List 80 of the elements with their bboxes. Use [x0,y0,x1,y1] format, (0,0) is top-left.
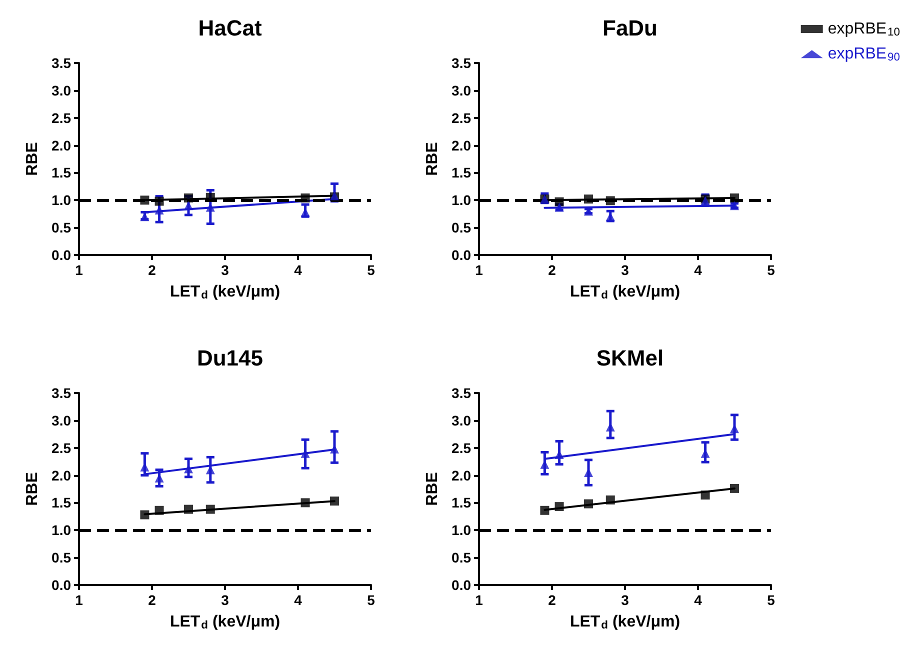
point [584,499,593,508]
y-axis-title: RBE [24,142,42,176]
y-tick-label: 0.5 [52,550,72,566]
y-tick-label: 1.5 [452,164,472,181]
point [606,196,615,206]
x-tick-label: 2 [548,592,556,608]
x-tick-label: 4 [694,592,702,608]
x-tick-label: 3 [621,262,630,278]
x-tick-label: 4 [294,592,302,608]
point [140,510,150,520]
y-tick-label: 2.0 [452,467,472,484]
y-tick-label: 3.0 [452,82,472,98]
y-tick-label: 3.5 [452,55,472,71]
point [206,504,215,514]
x-tick-label: 3 [621,592,630,608]
point [330,496,339,506]
y-tick-label: 1.5 [452,494,472,511]
y-tick-label: 1.5 [52,164,72,181]
y-tick-label: 0.0 [52,247,72,263]
chart-title: SKMel [596,346,664,370]
y-tick-label: 2.5 [452,110,472,126]
point [540,506,550,515]
point [140,196,150,205]
y-tick-label: 1.0 [52,522,72,538]
point [554,197,564,206]
point [300,498,310,508]
y-tick-label: 1.0 [452,192,472,208]
point [730,484,739,493]
x-tick-label: 2 [148,262,156,278]
chart-title: FaDu [602,16,658,40]
y-tick-label: 1.0 [452,522,472,538]
x-tick-label: 5 [767,592,776,608]
point [584,194,593,204]
point [154,206,164,215]
x-tick-label: 2 [148,592,156,608]
y-tick-label: 3.5 [52,55,72,71]
y-tick-label: 3.5 [452,385,472,401]
x-tick-label: 5 [767,262,776,278]
x-tick-label: 5 [367,592,376,608]
point [300,193,310,202]
y-axis-title: RBE [24,472,42,506]
chart-title: HaCat [198,16,262,40]
x-tick-label: 3 [221,592,230,608]
y-tick-label: 0.0 [452,247,472,263]
y-tick-label: 0.5 [452,550,472,566]
y-tick-label: 3.5 [52,385,72,401]
y-tick-label: 2.5 [52,440,72,456]
y-axis-title: RBE [424,472,442,506]
y-tick-label: 2.0 [52,137,72,154]
y-tick-label: 0.5 [52,220,72,236]
x-tick-label: 4 [694,262,702,278]
y-tick-label: 3.0 [52,412,72,428]
x-tick-label: 5 [367,262,376,278]
y-tick-label: 0.0 [452,577,472,593]
point [700,490,710,500]
y-tick-label: 2.0 [452,137,472,154]
point [184,201,193,210]
y-tick-label: 1.5 [52,494,72,511]
y-tick-label: 0.5 [452,220,472,236]
y-tick-label: 2.0 [52,467,72,484]
point [184,504,193,514]
x-tick-label: 4 [294,262,302,278]
y-tick-label: 1.0 [52,192,72,208]
point [554,502,564,512]
y-tick-label: 2.5 [52,110,72,126]
chart-title: Du145 [196,346,264,370]
y-tick-label: 3.0 [52,82,72,98]
y-axis-title: RBE [424,142,442,176]
x-tick-label: 1 [75,262,84,278]
y-tick-label: 0.0 [52,577,72,593]
x-tick-label: 1 [475,592,484,608]
y-tick-label: 3.0 [452,412,472,428]
x-tick-label: 1 [475,262,484,278]
x-tick-label: 3 [221,262,230,278]
point [606,495,615,504]
x-tick-label: 2 [548,262,556,278]
y-tick-label: 2.5 [452,440,472,456]
point [154,506,164,515]
x-tick-label: 1 [75,592,84,608]
point [730,193,739,202]
